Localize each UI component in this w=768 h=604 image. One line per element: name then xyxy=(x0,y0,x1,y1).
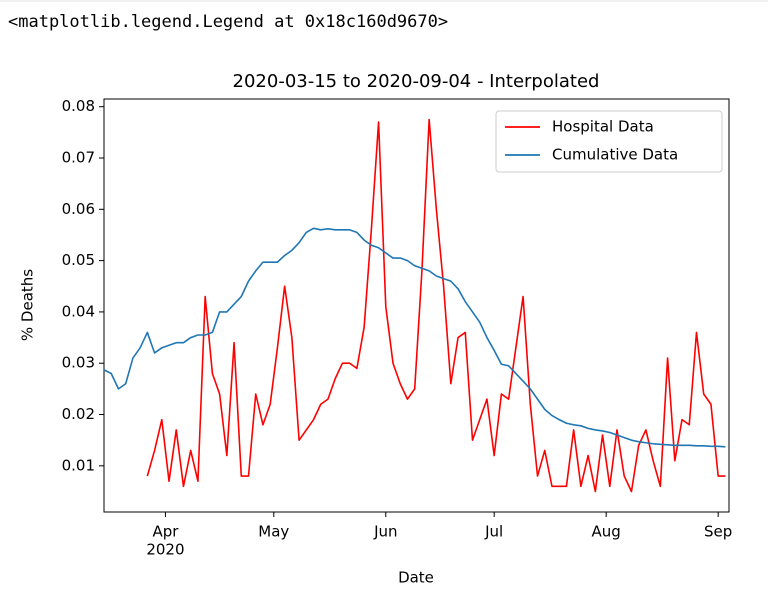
x-tick-label: Sep xyxy=(704,523,732,541)
data-line xyxy=(103,227,726,448)
x-tick-label: Jun xyxy=(373,523,397,541)
y-axis-label: % Deaths xyxy=(19,269,37,341)
y-tick-label: 0.05 xyxy=(62,251,95,269)
chart-title: 2020-03-15 to 2020-09-04 - Interpolated xyxy=(233,71,600,92)
axes-frame xyxy=(103,98,730,513)
legend-box xyxy=(495,110,723,173)
x-tick-label: Aug xyxy=(592,523,621,541)
x-tick-year: 2020 xyxy=(146,541,184,559)
y-tick-label: 0.08 xyxy=(62,97,95,115)
y-tick-label: 0.03 xyxy=(62,354,95,372)
legend-label: Cumulative Data xyxy=(552,146,678,164)
x-tick-label: Jul xyxy=(484,523,503,541)
y-tick-label: 0.07 xyxy=(62,149,95,167)
output-text: <matplotlib.legend.Legend at 0x18c160d96… xyxy=(8,12,448,32)
y-tick-label: 0.04 xyxy=(62,302,95,320)
x-tick-label: May xyxy=(258,523,289,541)
data-line xyxy=(146,118,726,493)
y-tick-label: 0.01 xyxy=(62,456,95,474)
legend-label: Hospital Data xyxy=(552,118,654,136)
y-tick-label: 0.02 xyxy=(62,405,95,423)
x-tick-label: Apr xyxy=(152,523,179,541)
y-tick-label: 0.06 xyxy=(62,200,95,218)
x-axis-label: Date xyxy=(398,569,434,587)
